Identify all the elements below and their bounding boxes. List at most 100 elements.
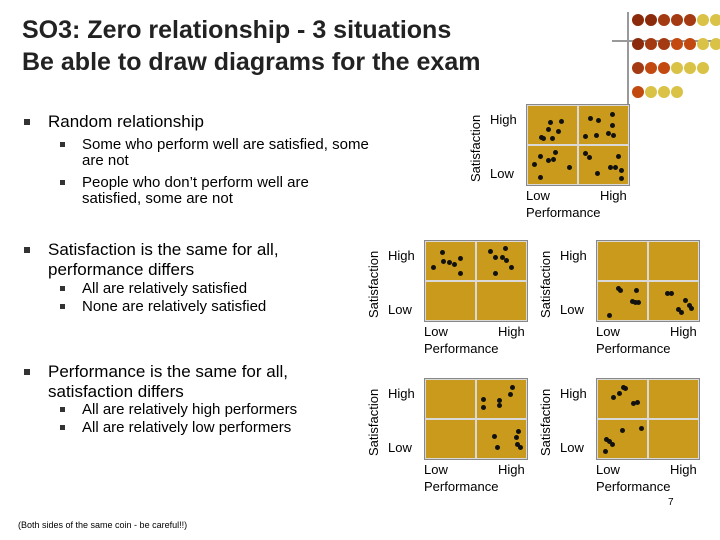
data-point [610,123,616,129]
diagram-quadrant [597,379,648,419]
data-point [509,385,515,391]
data-point [552,149,558,155]
decor-dot [645,62,657,74]
data-point [547,119,553,125]
x-axis-label: Performance [596,479,671,494]
data-point [620,385,626,391]
data-point [480,405,486,410]
bullet-marker [24,369,30,375]
data-point [488,248,494,254]
data-point [566,164,572,170]
data-point [615,285,621,291]
diagram-quadrant [648,241,699,281]
data-point [618,168,624,174]
data-point [508,391,514,397]
x-high-label: High [670,324,697,339]
decor-dot [671,86,683,98]
data-point [538,153,544,159]
decor-dot [684,62,696,74]
sub-bullet-marker [60,180,65,185]
data-point [620,427,625,433]
data-point [496,402,502,408]
data-point [603,436,609,442]
data-point [664,290,670,296]
data-point [492,254,498,260]
data-point [559,119,565,125]
data-point [502,246,508,252]
data-point [632,300,638,306]
y-low-label: Low [490,166,514,181]
x-axis-label: Performance [596,341,671,356]
sub-bullet: All are relatively high performers [60,402,342,418]
sub-bullet: All are relatively low performers [60,420,342,436]
data-point [607,312,613,318]
data-point [516,429,522,435]
decor-dot [710,14,720,26]
data-point [452,261,458,267]
data-point [630,299,636,305]
data-point [638,426,644,432]
footer-note: (Both sides of the same coin - be carefu… [18,520,188,530]
y-high-label: High [560,386,587,401]
sub-bullet: People who don’t perform well are satisf… [60,175,362,207]
diagram-quadrant [425,281,476,321]
sub-bullet-marker [60,304,65,309]
y-low-label: Low [560,440,584,455]
diagram-quadrant [425,379,476,419]
sub-bullet: All are relatively satisfied [60,281,342,297]
bullet-same-satisfaction: Satisfaction is the same for all, perfor… [24,240,328,280]
decor-dot [671,38,683,50]
x-high-label: High [498,324,525,339]
y-high-label: High [388,248,415,263]
data-point [616,153,622,159]
diagram-quadrant [476,241,527,281]
data-point [458,256,464,262]
x-axis-label: Performance [424,341,499,356]
x-low-label: Low [596,462,620,477]
data-point [549,135,555,141]
diagram-quadrant [597,281,648,321]
data-point [586,155,592,161]
diagram-quadrant [527,105,578,145]
data-point [607,164,613,170]
diagram-panel [424,378,528,460]
decor-dot [632,86,644,98]
sub-bullet: None are relatively satisfied [60,299,342,315]
data-point [504,258,510,264]
bullet-random-relationship: Random relationship [24,112,378,132]
y-axis-label: Satisfaction [366,388,381,456]
decor-dot [697,14,709,26]
y-axis-label: Satisfaction [538,388,553,456]
data-point [481,396,487,402]
decor-dot [684,38,696,50]
data-point [635,399,641,405]
data-point [447,259,453,265]
diagram-panel [424,240,528,322]
data-point [689,306,695,312]
bullet-marker [24,247,30,253]
sub-bullet: Some who perform well are satisfied, som… [60,137,392,169]
decor-dot [645,38,657,50]
data-point [555,128,561,134]
decor-vertical-line [627,12,629,108]
data-point [686,302,692,308]
data-point [457,271,463,277]
decor-dot [658,14,670,26]
decor-dot [632,62,644,74]
data-point [540,135,546,141]
diagram-panel [596,240,700,322]
data-point [607,438,613,444]
x-high-label: High [670,462,697,477]
decor-dot [645,14,657,26]
data-point [594,170,600,176]
decor-dot [658,62,670,74]
diagram-quadrant [425,241,476,281]
data-point [595,117,601,123]
diagram-quadrant [425,419,476,459]
data-point [497,398,503,404]
diagram-quadrant [476,281,527,321]
decor-dot [671,14,683,26]
data-point [431,265,437,271]
diagram-quadrant [476,379,527,419]
data-point [494,445,500,451]
